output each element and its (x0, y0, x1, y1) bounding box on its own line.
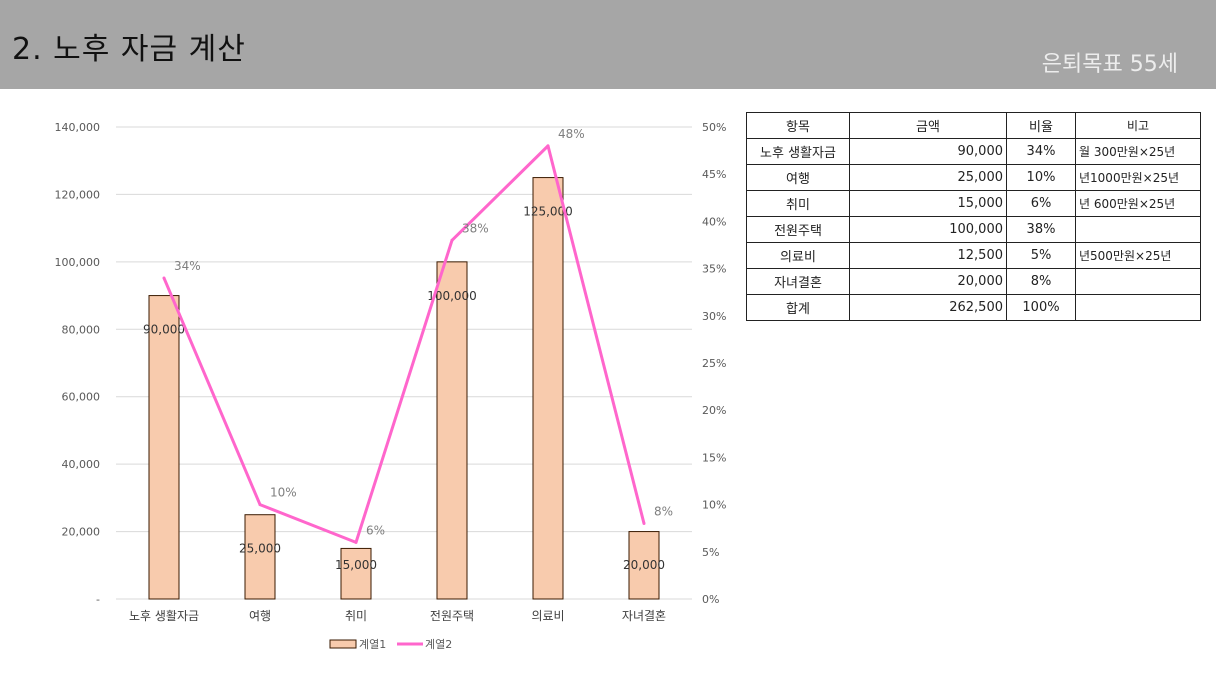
bar-data-label: 20,000 (623, 558, 665, 572)
table-row: 의료비 12,500 5% 년500만원×25년 (746, 242, 1201, 269)
y-right-tick-label: 20% (702, 404, 726, 417)
y-left-tick-label: 120,000 (55, 188, 101, 201)
budget-table: 항목 금액 비율 비고 노후 생활자금 90,000 34% 월 300만원×2… (746, 112, 1201, 321)
bar (244, 514, 276, 600)
bar-data-label: 125,000 (523, 205, 573, 219)
cell-amount: 15,000 (849, 190, 1007, 217)
cell-amount: 20,000 (849, 268, 1007, 295)
x-tick-label: 여행 (249, 608, 271, 623)
cell-item: 취미 (746, 190, 850, 217)
table-row: 취미 15,000 6% 년 600만원×25년 (746, 190, 1201, 217)
series-line (162, 144, 646, 544)
header-item: 항목 (746, 112, 850, 139)
cell-item: 노후 생활자금 (746, 138, 850, 165)
cell-note: 년1000만원×25년 (1075, 164, 1201, 191)
cell-amount: 25,000 (849, 164, 1007, 191)
line-data-label: 8% (654, 504, 673, 518)
legend-swatch-bar (329, 639, 357, 649)
y-left-tick-label: 140,000 (55, 121, 101, 134)
header-ratio: 비율 (1006, 112, 1076, 139)
cell-item: 여행 (746, 164, 850, 191)
cell-note: 년500만원×25년 (1075, 242, 1201, 269)
page-title: 2. 노후 자금 계산 (12, 32, 246, 67)
table-row: 여행 25,000 10% 년1000만원×25년 (746, 164, 1201, 191)
table-row: 전원주택 100,000 38% (746, 216, 1201, 243)
bar-data-label: 90,000 (143, 323, 185, 337)
cell-note (1075, 294, 1201, 321)
table-row: 노후 생활자금 90,000 34% 월 300만원×25년 (746, 138, 1201, 165)
cell-ratio: 38% (1006, 216, 1076, 243)
line-point (354, 540, 358, 544)
y-right-tick-label: 5% (702, 546, 719, 559)
y-left-tick-label: 80,000 (62, 323, 101, 336)
bar-data-label: 15,000 (335, 558, 377, 572)
cell-note: 년 600만원×25년 (1075, 190, 1201, 217)
y-right-tick-label: 45% (702, 168, 726, 181)
y-left-tick-label: - (96, 593, 100, 606)
cell-ratio: 5% (1006, 242, 1076, 269)
bar-data-label: 25,000 (239, 542, 281, 556)
x-tick-label: 전원주택 (430, 609, 474, 623)
cell-amount: 90,000 (849, 138, 1007, 165)
line-data-label: 48% (558, 127, 585, 141)
y-left-tick-label: 20,000 (62, 526, 101, 539)
line-point (162, 276, 166, 280)
y-right-tick-label: 50% (702, 121, 726, 134)
line-point (642, 521, 646, 525)
bar (340, 547, 372, 600)
line-point (258, 503, 262, 507)
x-tick-label: 의료비 (531, 609, 564, 623)
x-tick-label: 노후 생활자금 (129, 609, 199, 623)
cell-note: 월 300만원×25년 (1075, 138, 1201, 165)
cell-ratio: 100% (1006, 294, 1076, 321)
y-right-tick-label: 30% (702, 310, 726, 323)
retirement-goal-label: 은퇴목표 55세 (1041, 52, 1178, 77)
cell-item: 의료비 (746, 242, 850, 269)
cell-ratio: 34% (1006, 138, 1076, 165)
y-right-tick-label: 40% (702, 215, 726, 228)
cell-note (1075, 216, 1201, 243)
line-point (546, 144, 550, 148)
cell-amount: 262,500 (849, 294, 1007, 321)
combo-chart: - 20,000 40,000 60,000 80,000 100,000 120,000 1… (55, 121, 727, 651)
legend-label: 계열1 (359, 638, 386, 651)
bar (436, 261, 468, 600)
cell-amount: 100,000 (849, 216, 1007, 243)
cell-amount: 12,500 (849, 242, 1007, 269)
header-note: 비고 (1075, 112, 1201, 139)
table-header-row: 항목 금액 비율 비고 (746, 112, 1201, 139)
table-row-total: 합계 262,500 100% (746, 294, 1201, 321)
y-right-tick-label: 0% (702, 593, 719, 606)
line-data-label: 6% (366, 523, 385, 537)
y-left-tick-label: 100,000 (55, 256, 101, 269)
cell-ratio: 6% (1006, 190, 1076, 217)
y-right-tick-label: 10% (702, 499, 726, 512)
header-amount: 금액 (849, 112, 1007, 139)
bar (532, 177, 564, 600)
bar (628, 531, 660, 600)
line-data-label: 10% (270, 486, 297, 500)
bar (148, 295, 180, 600)
y-left-tick-label: 40,000 (62, 458, 101, 471)
bar-data-label: 100,000 (427, 289, 477, 303)
x-tick-label: 자녀결혼 (622, 609, 666, 623)
line-data-label: 34% (174, 259, 201, 273)
y-right-tick-label: 15% (702, 451, 726, 464)
y-left-tick-label: 60,000 (62, 391, 101, 404)
header-bar: 2. 노후 자금 계산 은퇴목표 55세 (0, 0, 1216, 89)
x-tick-label: 취미 (345, 609, 367, 623)
y-right-tick-label: 35% (702, 263, 726, 276)
legend-label: 계열2 (425, 638, 452, 651)
line-data-label: 38% (462, 221, 489, 235)
y-right-tick-label: 25% (702, 357, 726, 370)
cell-item: 합계 (746, 294, 850, 321)
cell-note (1075, 268, 1201, 295)
cell-item: 자녀결혼 (746, 268, 850, 295)
cell-ratio: 8% (1006, 268, 1076, 295)
cell-ratio: 10% (1006, 164, 1076, 191)
line-point (450, 238, 454, 242)
table-row: 자녀결혼 20,000 8% (746, 268, 1201, 295)
cell-item: 전원주택 (746, 216, 850, 243)
